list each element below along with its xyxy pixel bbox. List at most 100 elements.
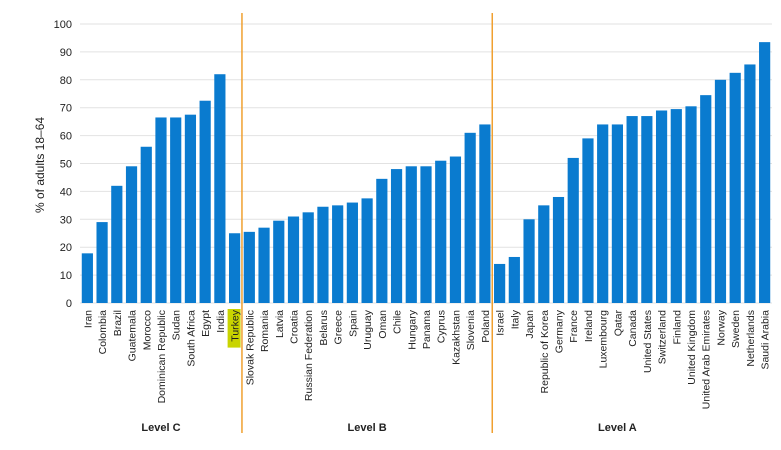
bar-panama [420,166,432,303]
y-tick-label: 20 [60,242,72,254]
bar-slovenia [464,132,476,303]
y-axis-ticks: 0 10 20 30 40 50 60 70 80 90 100 [54,19,72,310]
x-tick-label-romania: Romania [259,310,271,352]
x-tick-label-poland: Poland [480,310,492,343]
x-tick-label-cyprus: Cyprus [436,310,448,343]
bar-south-africa [184,114,197,303]
x-tick-label-croatia: Croatia [288,310,300,344]
x-tick-label-japan: Japan [524,310,536,339]
bar-kazakhstan [449,156,462,303]
x-tick-label-united-states: United States [642,310,654,373]
group-label-level-b: Level B [348,422,387,434]
group-label-level-a: Level A [598,422,637,434]
x-tick-label-qatar: Qatar [612,310,624,337]
y-tick-label: 80 [60,75,72,87]
x-tick-label-spain: Spain [347,310,359,337]
bar-russian-federation [302,212,314,303]
bar-germany [552,196,565,303]
bar-israel [494,263,506,303]
bar-cyprus [435,160,447,303]
x-tick-label-colombia: Colombia [97,310,109,355]
bar-slovak-republic [243,231,255,303]
bar-spain [346,202,358,303]
bar-france [567,157,579,303]
y-tick-label: 40 [60,186,72,198]
bar-colombia [96,222,108,303]
x-tick-label-latvia: Latvia [274,310,286,338]
bar-luxembourg [597,124,609,303]
x-tick-label-chile: Chile [392,310,404,334]
bar-iran [81,253,93,303]
y-axis-label: % of adults 18–64 [33,117,47,213]
highlight-marker [227,309,241,348]
bar-united-states [641,116,653,303]
bar-saudi-arabia [759,42,771,303]
bar-dominican-republic [155,117,167,303]
x-tick-label-united-arab-emirates: United Arab Emirates [701,310,713,409]
y-tick-label: 100 [54,19,72,31]
x-tick-label-turkey: Turkey [230,309,242,341]
group-labels: Level C Level B Level A [141,422,636,434]
bar-greece [332,205,344,303]
group-label-level-c: Level C [141,422,180,434]
x-tick-label-uruguay: Uruguay [362,309,374,349]
y-tick-label: 50 [60,159,72,171]
bar-sweden [729,72,741,303]
x-tick-label-canada: Canada [627,310,639,347]
bar-croatia [287,216,300,303]
x-tick-label-italy: Italy [509,309,521,329]
x-tick-label-panama: Panama [421,310,433,349]
bar-uruguay [361,198,373,303]
x-tick-label-south-africa: South Africa [185,310,197,367]
bar-brazil [111,185,123,303]
bar-republic-of-korea [538,205,550,303]
bar-guatemala [125,166,138,303]
bar-hungary [405,166,417,303]
y-tick-label: 90 [60,47,72,59]
bar-egypt [199,100,211,303]
x-tick-label-guatemala: Guatemala [127,310,139,362]
y-tick-label: 70 [60,103,72,115]
x-tick-label-egypt: Egypt [200,310,212,337]
x-tick-label-netherlands: Netherlands [745,310,757,367]
x-tick-label-dominican-republic: Dominican Republic [156,310,168,403]
bar-sudan [170,117,182,303]
y-tick-label: 30 [60,214,72,226]
bar-united-arab-emirates [700,95,712,304]
x-tick-label-israel: Israel [495,310,507,336]
x-tick-label-switzerland: Switzerland [657,310,669,364]
bar-belarus [317,206,329,303]
bar-india [214,74,226,303]
bar-chile [390,169,403,303]
bars [81,42,771,304]
group-dividers [241,13,494,433]
bar-romania [258,227,270,303]
x-tick-label-luxembourg: Luxembourg [598,310,610,369]
category-labels: Iran Colombia Brazil Guatemala Morocco Domini… [82,309,772,409]
x-tick-label-slovenia: Slovenia [465,310,477,350]
x-tick-label-republic-of-korea: Republic of Korea [539,310,551,394]
x-tick-label-norway: Norway [715,309,727,345]
x-tick-label-ireland: Ireland [583,310,595,342]
y-tick-label: 0 [66,298,72,310]
x-tick-label-iran: Iran [82,310,94,328]
x-tick-label-kazakhstan: Kazakhstan [450,310,462,365]
x-tick-label-belarus: Belarus [318,310,330,346]
bar-qatar [611,124,623,303]
bar-italy [508,256,520,303]
bar-oman [376,178,388,303]
x-tick-label-sudan: Sudan [171,310,183,341]
x-tick-label-oman: Oman [377,310,389,339]
bar-ireland [582,138,594,303]
y-tick-label: 60 [60,131,72,143]
bar-norway [714,79,727,303]
x-tick-label-finland: Finland [671,310,683,345]
x-tick-label-saudi-arabia: Saudi Arabia [760,310,772,370]
x-tick-label-india: India [215,310,227,333]
x-tick-label-united-kingdom: United Kingdom [686,310,698,385]
x-tick-label-france: France [568,310,580,343]
x-tick-label-brazil: Brazil [112,310,124,336]
bar-netherlands [744,64,756,303]
bar-poland [479,124,491,303]
